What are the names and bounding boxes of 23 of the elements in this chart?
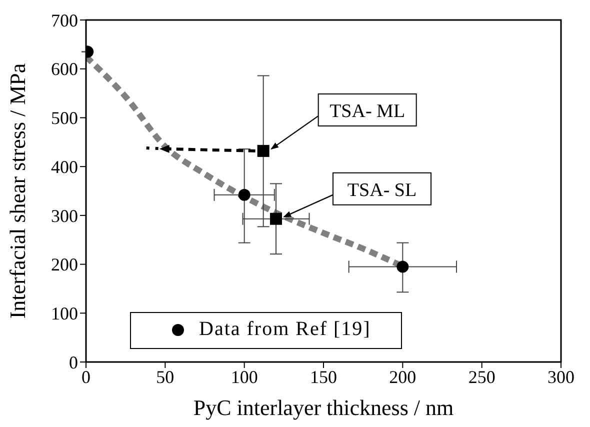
x-tick-label: 150 — [310, 366, 337, 387]
x-tick-label: 0 — [82, 366, 90, 387]
point — [257, 144, 270, 157]
y-tick-label: 100 — [51, 304, 78, 324]
x-axis-title: PyC interlayer thickness / nm — [193, 395, 454, 420]
y-tick-label: 600 — [51, 59, 78, 80]
y-tick-label: 700 — [51, 10, 78, 30]
x-tick-label: 50 — [156, 366, 174, 387]
annotation: TSA- ML — [330, 100, 406, 122]
y-tick-label: 200 — [51, 254, 78, 275]
point — [238, 188, 250, 201]
y-tick-label: 0 — [69, 352, 78, 372]
x-tick-label: 200 — [389, 366, 416, 387]
x-tick-label: 250 — [468, 366, 496, 387]
point — [270, 212, 282, 225]
legend-label: Data from Ref [19] — [199, 318, 371, 341]
x-tick-label: 100 — [230, 366, 258, 387]
y-axis-title: Interfacial shear stress / MPa — [4, 63, 30, 319]
x-tick-label: 300 — [548, 366, 574, 387]
y-tick-label: 400 — [51, 156, 78, 177]
y-tick-label: 500 — [51, 108, 78, 128]
annotation: TSA- SL — [347, 180, 417, 201]
y-tick-label: 300 — [51, 206, 78, 226]
